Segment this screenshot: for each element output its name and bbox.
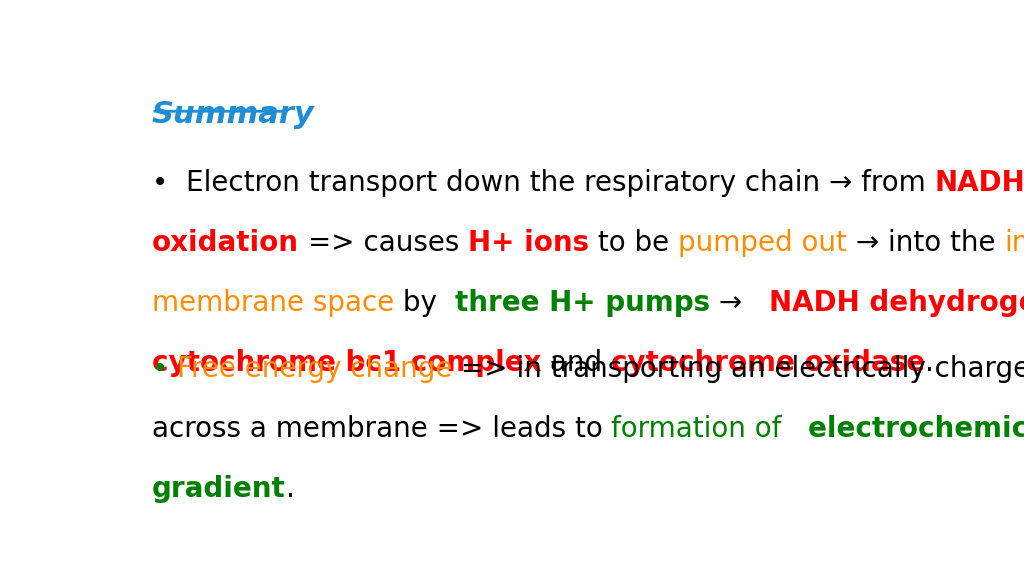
Text: .: .	[286, 475, 295, 503]
Text: gradient: gradient	[152, 475, 286, 503]
Text: Free energy change: Free energy change	[177, 355, 453, 383]
Text: NADH: NADH	[935, 169, 1024, 197]
Text: => in transporting an electrically charged ion =>: => in transporting an electrically charg…	[453, 355, 1024, 383]
Text: H+ ions: H+ ions	[468, 229, 589, 257]
Text: and: and	[542, 348, 611, 377]
Text: oxidation: oxidation	[152, 229, 299, 257]
Text: →: →	[710, 289, 769, 317]
Text: pumped out: pumped out	[678, 229, 847, 257]
Text: cytochrome bc1 complex: cytochrome bc1 complex	[152, 348, 542, 377]
Text: cytochrome oxidase: cytochrome oxidase	[611, 348, 926, 377]
Text: formation of: formation of	[611, 415, 781, 443]
Text: membrane space: membrane space	[152, 289, 394, 317]
Text: electrochemical proton: electrochemical proton	[808, 415, 1024, 443]
Text: to be: to be	[589, 229, 678, 257]
Text: => causes: => causes	[299, 229, 468, 257]
Text: → into the: → into the	[847, 229, 1005, 257]
Text: across a membrane => leads to: across a membrane => leads to	[152, 415, 611, 443]
Text: Summary: Summary	[152, 100, 314, 129]
Text: •: •	[152, 355, 177, 383]
Text: three H+ pumps: three H+ pumps	[455, 289, 710, 317]
Text: •  Electron transport down the respiratory chain → from: • Electron transport down the respirator…	[152, 169, 935, 197]
Text: .: .	[926, 348, 934, 377]
Text: inter: inter	[1005, 229, 1024, 257]
Text: by: by	[394, 289, 455, 317]
Text: NADH dehydrogenase: NADH dehydrogenase	[769, 289, 1024, 317]
